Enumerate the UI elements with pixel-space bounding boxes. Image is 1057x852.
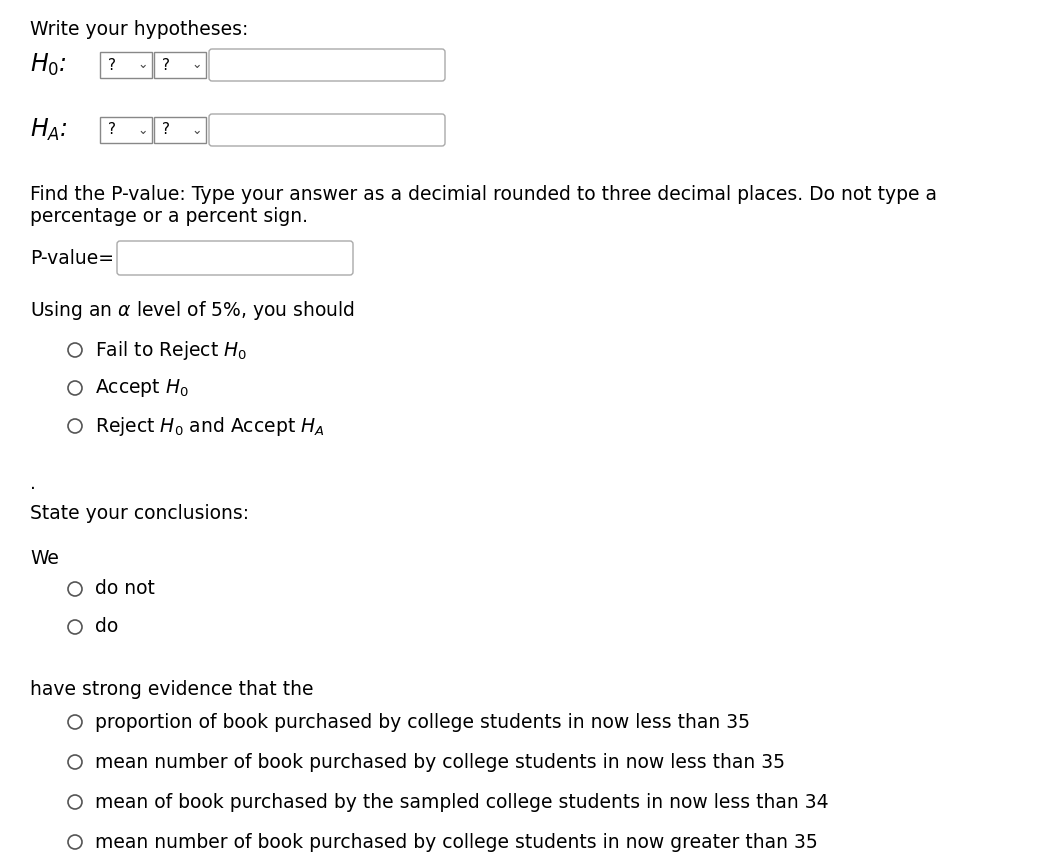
Text: State your conclusions:: State your conclusions: bbox=[30, 504, 249, 523]
Text: ⌄: ⌄ bbox=[137, 59, 148, 72]
Text: Reject $H_0$ and Accept $H_A$: Reject $H_0$ and Accept $H_A$ bbox=[95, 415, 324, 437]
Text: Accept $H_0$: Accept $H_0$ bbox=[95, 377, 189, 399]
Text: have strong evidence that the: have strong evidence that the bbox=[30, 680, 314, 699]
Text: Write your hypotheses:: Write your hypotheses: bbox=[30, 20, 248, 39]
Text: .: . bbox=[30, 474, 36, 493]
Text: Fail to Reject $H_0$: Fail to Reject $H_0$ bbox=[95, 338, 247, 361]
Text: mean number of book purchased by college students in now greater than 35: mean number of book purchased by college… bbox=[95, 832, 818, 851]
Text: ?: ? bbox=[162, 123, 170, 137]
FancyBboxPatch shape bbox=[209, 114, 445, 146]
FancyBboxPatch shape bbox=[154, 52, 206, 78]
Text: mean number of book purchased by college students in now less than 35: mean number of book purchased by college… bbox=[95, 752, 785, 772]
FancyBboxPatch shape bbox=[154, 117, 206, 143]
Text: ?: ? bbox=[162, 57, 170, 72]
FancyBboxPatch shape bbox=[209, 49, 445, 81]
Text: $H_0$:: $H_0$: bbox=[30, 52, 67, 78]
Text: do: do bbox=[95, 618, 118, 636]
Text: Using an $\alpha$ level of 5%, you should: Using an $\alpha$ level of 5%, you shoul… bbox=[30, 298, 355, 321]
Text: We: We bbox=[30, 549, 59, 568]
Text: P-value=: P-value= bbox=[30, 249, 114, 268]
Text: Find the P-value: Type your answer as a decimial rounded to three decimal places: Find the P-value: Type your answer as a … bbox=[30, 185, 937, 226]
Text: do not: do not bbox=[95, 579, 155, 598]
Text: ⌄: ⌄ bbox=[191, 59, 202, 72]
Text: ⌄: ⌄ bbox=[191, 124, 202, 136]
Text: ?: ? bbox=[108, 57, 116, 72]
Text: $H_A$:: $H_A$: bbox=[30, 117, 68, 143]
FancyBboxPatch shape bbox=[100, 52, 152, 78]
FancyBboxPatch shape bbox=[100, 117, 152, 143]
Text: ?: ? bbox=[108, 123, 116, 137]
Text: proportion of book purchased by college students in now less than 35: proportion of book purchased by college … bbox=[95, 712, 750, 732]
Text: ⌄: ⌄ bbox=[137, 124, 148, 136]
FancyBboxPatch shape bbox=[117, 241, 353, 275]
Text: mean of book purchased by the sampled college students in now less than 34: mean of book purchased by the sampled co… bbox=[95, 792, 829, 811]
